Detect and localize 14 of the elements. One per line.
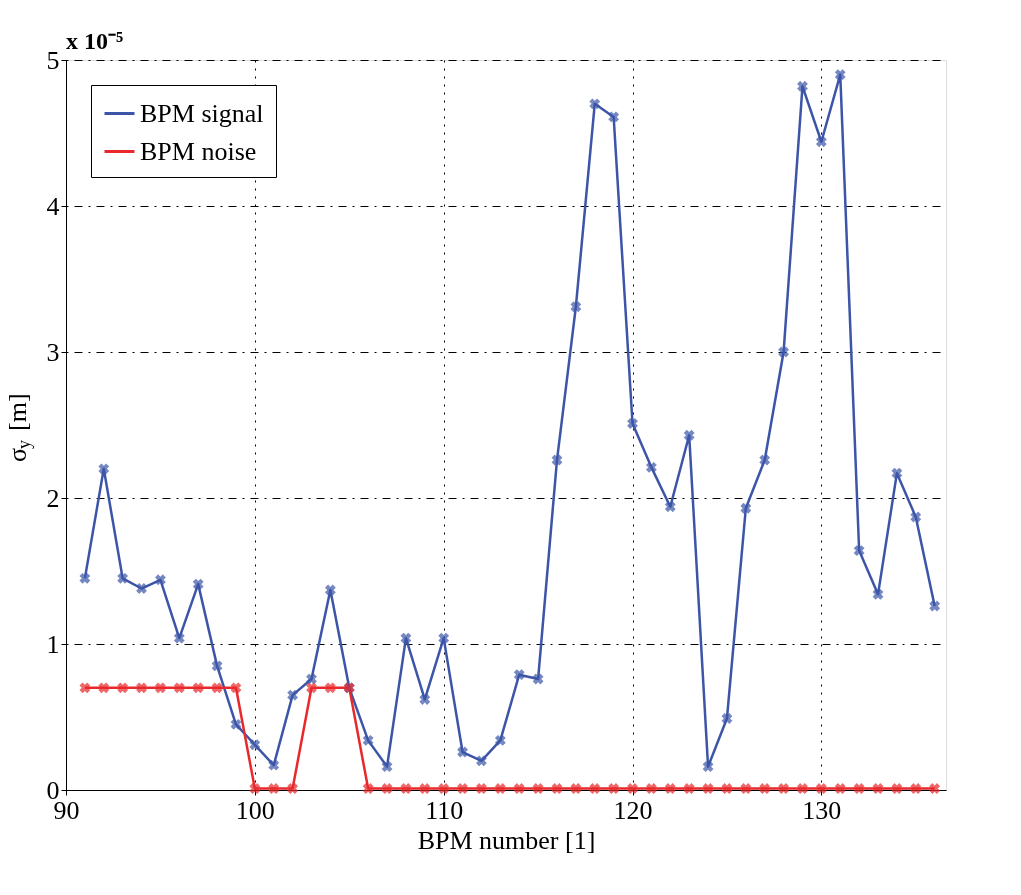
y-tick-label: 5 [46,45,60,75]
legend-label: BPM signal [140,98,264,128]
y-axis-title: σy [m] [3,393,34,462]
y-tick-label: 1 [46,629,60,659]
y-tick-label: 4 [46,191,60,221]
y-tick-label: 2 [46,483,60,513]
legend-label: BPM noise [140,136,257,166]
x-tick-label: 100 [235,795,275,825]
x-tick-label: 110 [425,795,464,825]
y-tick-label: 3 [46,337,60,367]
x-tick-label: 120 [613,795,653,825]
x-tick-label: 130 [802,795,842,825]
text: x 10⁻⁵ [66,28,124,54]
x-axis-title: BPM number [1] [417,825,596,855]
